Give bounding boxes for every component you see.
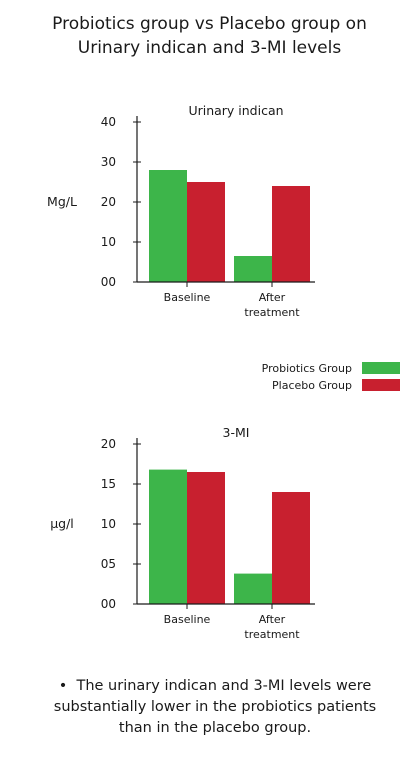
summary-note: • The urinary indican and 3-MI levels we… [40,676,390,739]
y-tick-label: 10 [101,235,116,249]
urinary-indican-svg: Urinary indican Mg/L 00 10 20 30 40 Baseline Aft… [47,103,315,319]
bar-placebo [272,186,310,282]
x-tick-label: Baseline [164,613,211,626]
y-tick-label: 10 [101,517,116,531]
y-axis-label: µg/l [50,516,74,531]
x-tick-label: treatment [244,628,300,641]
summary-note-text: The urinary indican and 3-MI levels were… [53,678,377,736]
page-title-line-1: Probiotics group vs Placebo group on [52,14,367,34]
chart-title: 3-MI [223,425,250,440]
y-tick-label: 05 [101,557,116,571]
y-axis-label: Mg/L [47,194,77,209]
page-title-line-2: Urinary indican and 3-MI levels [77,38,342,58]
y-tick-label: 00 [101,597,116,611]
x-tick-label: Baseline [164,291,211,304]
bullet: • [58,678,77,694]
bar-placebo [272,492,310,604]
legend-label-placebo: Placebo Group [272,378,352,392]
bar-probiotics [149,170,187,282]
bar-placebo [187,182,225,282]
legend: Probiotics Group Placebo Group [230,360,400,394]
chart-title: Urinary indican [188,103,283,118]
bar-probiotics [234,573,272,604]
three-mi-chart: 3-MI µg/l 00 05 10 15 20 Baseline After treatment [0,417,419,657]
legend-item-placebo: Placebo Group [230,377,400,393]
legend-item-probiotics: Probiotics Group [230,360,400,376]
bar-probiotics [234,256,272,282]
three-mi-svg: 3-MI µg/l 00 05 10 15 20 Baseline After treatment [50,425,315,641]
x-tick-label: After [259,291,286,304]
bar-placebo [187,472,225,604]
x-tick-label: treatment [244,306,300,319]
y-tick-label: 15 [101,477,116,491]
legend-swatch-placebo [362,379,400,391]
x-tick-label: After [259,613,286,626]
y-tick-label: 00 [101,275,116,289]
legend-swatch-probiotics [362,362,400,374]
legend-label-probiotics: Probiotics Group [261,361,352,375]
y-tick-label: 30 [101,155,116,169]
urinary-indican-chart: Urinary indican Mg/L 00 10 20 30 40 Baseline Aft… [0,95,419,335]
page-title: Probiotics group vs Placebo group on Uri… [0,12,419,60]
y-tick-label: 40 [101,115,116,129]
bar-probiotics [149,469,187,604]
y-tick-label: 20 [101,195,116,209]
y-tick-label: 20 [101,437,116,451]
